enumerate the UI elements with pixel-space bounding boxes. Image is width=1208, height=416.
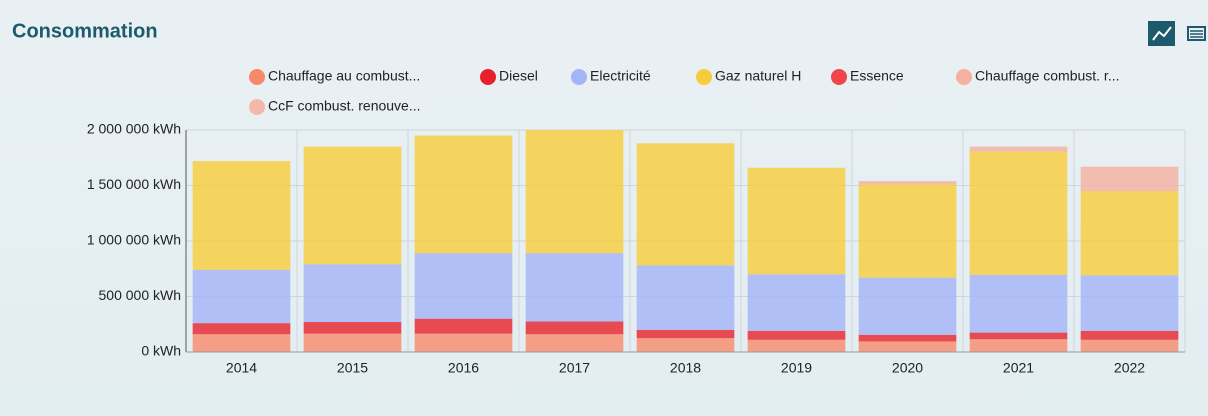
bar-segment — [525, 130, 624, 254]
legend-label: Gaz naturel H — [715, 68, 801, 84]
legend-marker — [249, 69, 265, 85]
x-tick-label: 2020 — [892, 360, 923, 376]
legend-marker — [696, 69, 712, 85]
bar-segment — [969, 274, 1068, 333]
legend-marker — [571, 69, 587, 85]
bar-segment — [192, 334, 291, 352]
x-tick-label: 2021 — [1003, 360, 1034, 376]
bar-segment — [192, 269, 291, 324]
bar-segment — [414, 135, 513, 254]
bar-segment — [969, 339, 1068, 352]
x-tick-label: 2014 — [226, 360, 257, 376]
bar-segment — [636, 338, 735, 352]
bar-segment — [414, 333, 513, 352]
bar-segment — [525, 334, 624, 352]
legend-label: Electricité — [590, 68, 651, 84]
bar-segment — [747, 274, 846, 331]
legend-label: CcF combust. renouve... — [268, 98, 421, 114]
bar-segment — [1080, 191, 1179, 276]
x-tick-label: 2015 — [337, 360, 368, 376]
bar-segment — [303, 146, 402, 265]
bar-segment — [525, 253, 624, 322]
x-tick-label: 2022 — [1114, 360, 1145, 376]
legend-label: Diesel — [499, 68, 538, 84]
bar-segment — [858, 334, 957, 342]
legend-marker — [831, 69, 847, 85]
bar-segment — [303, 264, 402, 323]
chart-view-button[interactable] — [1148, 21, 1175, 46]
legend-label: Chauffage au combust... — [268, 68, 420, 84]
chart-title: Consommation — [12, 20, 158, 42]
bar-segment — [969, 332, 1068, 340]
x-tick-label: 2018 — [670, 360, 701, 376]
legend-marker — [480, 69, 496, 85]
x-tick-label: 2017 — [559, 360, 590, 376]
bar-segment — [1080, 339, 1179, 352]
bar-segment — [636, 329, 735, 339]
y-tick-label: 0 kWh — [141, 343, 181, 359]
bar-segment — [525, 321, 624, 335]
bar-segment — [969, 146, 1068, 152]
bar-segment — [1080, 330, 1179, 340]
legend-marker — [249, 99, 265, 115]
bar-segment — [969, 151, 1068, 275]
bar-segment — [858, 277, 957, 335]
y-tick-label: 2 000 000 kWh — [87, 121, 181, 137]
bar-segment — [858, 184, 957, 278]
bar-segment — [1080, 166, 1179, 192]
bar-segment — [1080, 275, 1179, 331]
bar-segment — [636, 143, 735, 266]
y-tick-label: 1 500 000 kWh — [87, 176, 181, 192]
x-tick-label: 2019 — [781, 360, 812, 376]
bar-segment — [747, 330, 846, 340]
x-tick-label: 2016 — [448, 360, 479, 376]
bar-segment — [303, 322, 402, 334]
legend-label: Essence — [850, 68, 904, 84]
bar-segment — [414, 253, 513, 319]
bar-segment — [192, 161, 291, 270]
bar-segment — [636, 265, 735, 330]
bar-segment — [747, 167, 846, 275]
legend-marker — [956, 69, 972, 85]
bar-segment — [858, 181, 957, 185]
bar-segment — [858, 341, 957, 352]
legend-label: Chauffage combust. r... — [975, 68, 1120, 84]
bar-segment — [303, 333, 402, 352]
bar-segment — [192, 323, 291, 335]
table-view-button[interactable] — [1187, 26, 1206, 41]
y-tick-label: 500 000 kWh — [99, 287, 182, 303]
bar-segment — [414, 318, 513, 334]
y-tick-label: 1 000 000 kWh — [87, 232, 181, 248]
bar-segment — [747, 339, 846, 352]
